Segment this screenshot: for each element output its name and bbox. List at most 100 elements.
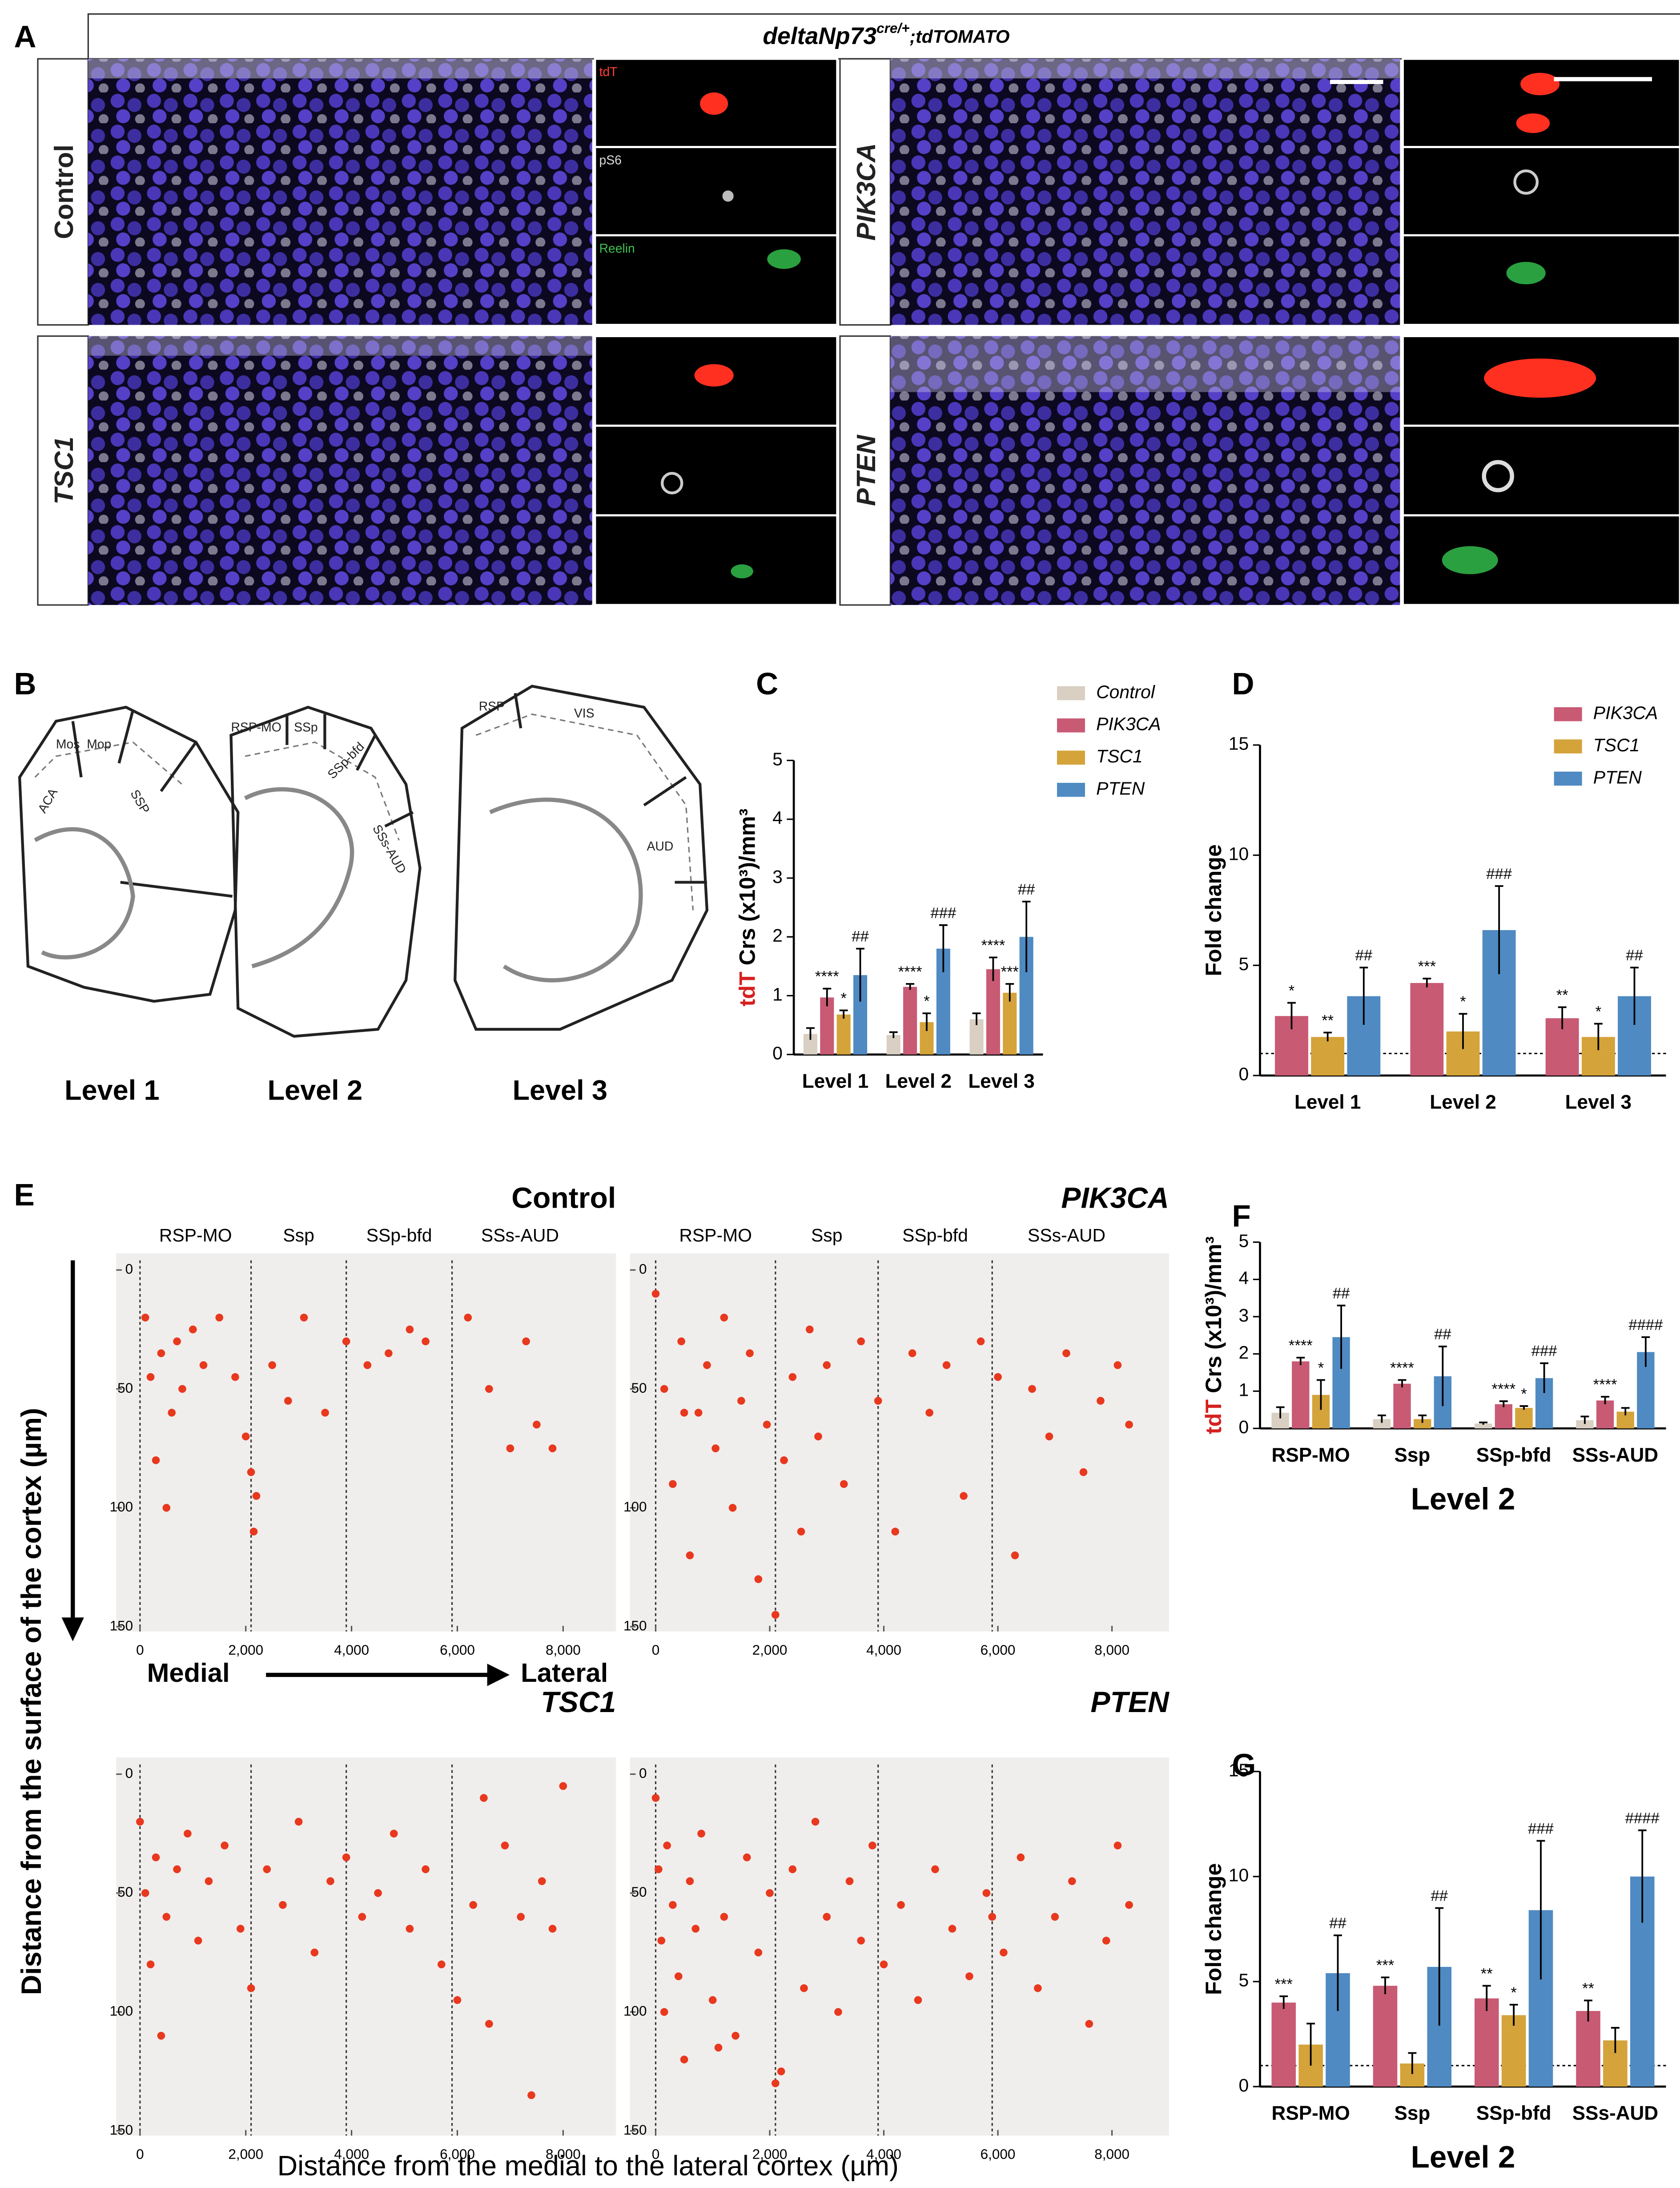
point (294, 1817, 303, 1826)
region-label: ACA (35, 786, 60, 816)
point (517, 1913, 525, 1921)
significance: ## (1626, 947, 1643, 964)
point (686, 1551, 694, 1559)
point (1034, 1984, 1042, 1992)
point (766, 1889, 774, 1897)
point (1062, 1349, 1070, 1358)
point (857, 1937, 865, 1945)
x-tick-label: Level 3 (1565, 1092, 1632, 1113)
y-tick-label: 2 (1239, 1342, 1249, 1363)
point (891, 1527, 899, 1536)
point (948, 1925, 957, 1933)
point (880, 1960, 888, 1969)
significance: #### (1628, 1317, 1663, 1334)
y-tick-label: 0 (639, 1765, 647, 1781)
y-title-text: Crs (x10³)/mm³ (735, 809, 760, 972)
point (136, 1817, 144, 1826)
point (777, 2067, 785, 2075)
point (152, 1456, 160, 1464)
x-tick-label: 0 (652, 1642, 660, 1658)
significance: * (1318, 1359, 1324, 1376)
significance: **** (1289, 1337, 1313, 1354)
legend-label: PIK3CA (1593, 702, 1658, 723)
significance: * (840, 990, 846, 1007)
point (834, 2008, 842, 2016)
point (1045, 1432, 1053, 1441)
x-tick-label: RSP-MO (1272, 1444, 1350, 1466)
point (728, 1504, 737, 1512)
channel-label: Reelin (599, 242, 635, 256)
y-title: Fold change (1201, 844, 1226, 976)
point (385, 1349, 393, 1358)
point (1113, 1841, 1122, 1850)
point (363, 1361, 372, 1369)
point (241, 1432, 250, 1441)
y-tick-label: 0 (125, 1261, 133, 1277)
point (168, 1409, 176, 1417)
point (189, 1326, 197, 1334)
point (263, 1865, 271, 1874)
point (548, 1925, 557, 1933)
significance: ** (1582, 1980, 1594, 1997)
y-tick-label: 0 (772, 1043, 783, 1064)
point (406, 1925, 414, 1933)
significance: * (1289, 982, 1294, 999)
y-title-highlight: tdT (1201, 1399, 1226, 1434)
significance: **** (981, 937, 1005, 954)
point (1085, 2020, 1093, 2028)
point (840, 1480, 848, 1488)
point (453, 1996, 462, 2004)
bar (1393, 1383, 1411, 1429)
point (406, 1326, 414, 1334)
point (221, 1841, 229, 1850)
significance: ## (1333, 1285, 1350, 1302)
y-title-text: Crs (x10³)/mm³ (1201, 1237, 1226, 1400)
y-tick-label: 1 (772, 984, 783, 1004)
point (965, 1972, 973, 1980)
panel-a-title: deltaNp73cre/+;tdTOMATO (763, 20, 1009, 49)
x-tick-label: 2,000 (228, 1642, 263, 1658)
plot-bg (630, 1757, 1169, 2136)
x-tick-label: SSs-AUD (1572, 1444, 1658, 1466)
significance: **** (815, 968, 839, 985)
significance: ### (930, 905, 957, 922)
point (485, 1385, 493, 1393)
point (811, 1817, 820, 1826)
point (763, 1420, 771, 1429)
point (358, 1913, 366, 1921)
point (268, 1361, 276, 1369)
legend-swatch (1554, 707, 1582, 721)
x-tick-label: Ssp (1394, 2103, 1430, 2124)
point (660, 1385, 668, 1393)
x-tick-label: 4,000 (866, 1642, 901, 1658)
point (754, 1948, 763, 1957)
point (231, 1373, 239, 1381)
point (720, 1913, 728, 1921)
x-tick-label: 0 (652, 2147, 660, 2162)
significance: ** (1322, 1012, 1334, 1029)
significance: * (1511, 1984, 1516, 2001)
significance: *** (1001, 963, 1019, 980)
point (422, 1865, 430, 1874)
significance: *** (1275, 1976, 1293, 1993)
point (184, 1829, 192, 1838)
point (977, 1337, 985, 1346)
y-tick-label: 15 (1229, 1760, 1249, 1780)
point (772, 1611, 780, 1619)
point (326, 1877, 334, 1885)
point (1011, 1551, 1019, 1559)
point (194, 1937, 202, 1945)
x-tick-label: 2,000 (228, 2147, 263, 2162)
lateral-label: Lateral (521, 1658, 608, 1688)
point (651, 1794, 660, 1802)
x-tick-label: 6,000 (981, 1642, 1016, 1658)
y-tick-label: 0 (1239, 2075, 1249, 2095)
point (931, 1865, 939, 1874)
point (247, 1468, 255, 1476)
bar (1474, 1998, 1499, 2087)
legend-swatch (1057, 782, 1085, 797)
point (714, 2043, 723, 2052)
point (247, 1984, 255, 1992)
x-tick-label: 2,000 (752, 2147, 788, 2162)
point (788, 1373, 797, 1381)
